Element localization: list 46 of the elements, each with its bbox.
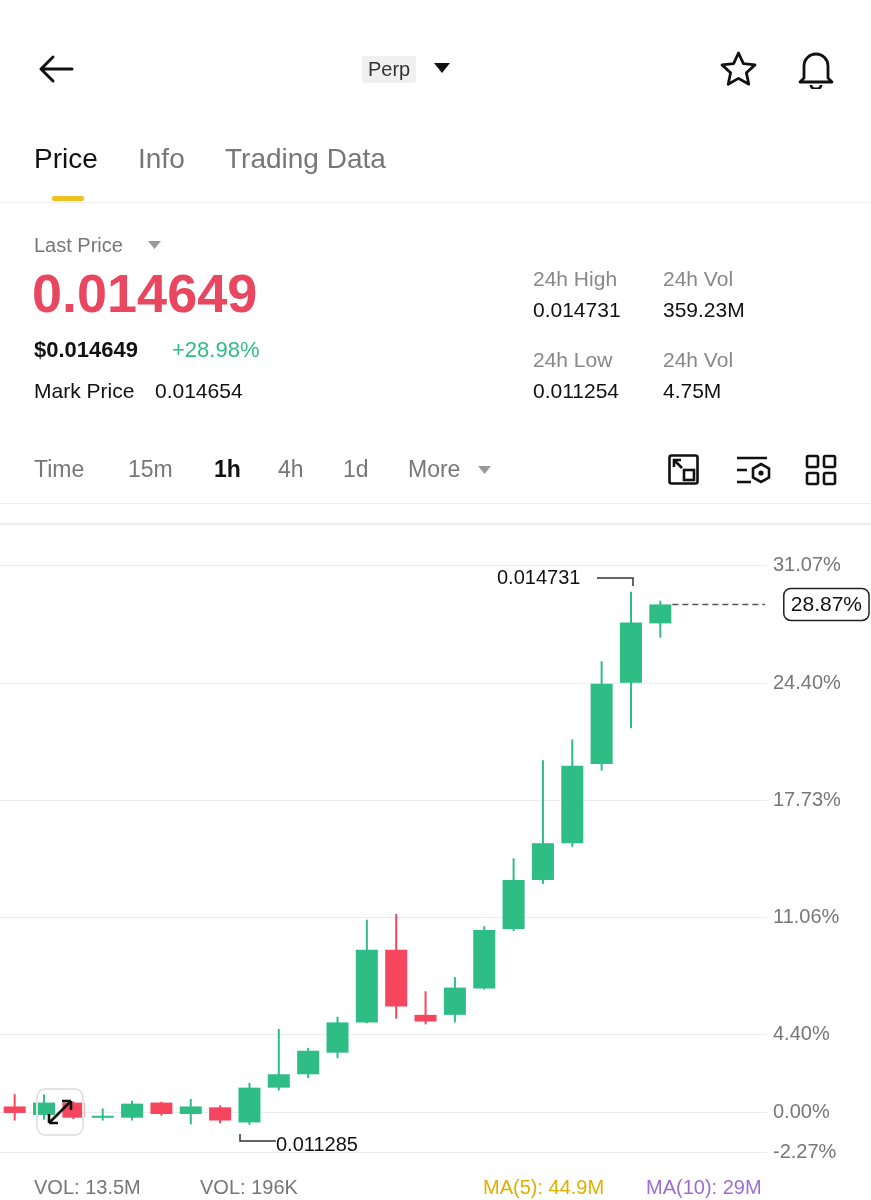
text: Perp bbox=[362, 56, 417, 83]
candlestick bbox=[121, 1099, 144, 1122]
text: More bbox=[408, 456, 461, 483]
y-tick-label: 0.00% bbox=[773, 1099, 830, 1122]
annotation: 0.014731 bbox=[497, 566, 581, 589]
candlestick bbox=[91, 1107, 114, 1122]
y-tick-label: 31.07% bbox=[773, 553, 842, 576]
text: Mark Price bbox=[34, 379, 135, 404]
text: 24h High bbox=[533, 267, 618, 292]
text: MA(10): 29M bbox=[646, 1176, 762, 1199]
y-tick-label: 24.40% bbox=[773, 670, 842, 693]
candlestick bbox=[267, 1028, 290, 1092]
text: 15m bbox=[128, 456, 173, 483]
text: 4.75M bbox=[663, 379, 722, 404]
text: Time bbox=[34, 456, 85, 483]
text: 0.014654 bbox=[155, 379, 243, 404]
ref-line-label: 28.87% bbox=[790, 592, 863, 616]
text: 4h bbox=[278, 456, 304, 483]
candlestick bbox=[414, 990, 437, 1026]
text: 0.014731 bbox=[533, 298, 621, 323]
text: MA(5): 44.9M bbox=[483, 1176, 605, 1199]
y-tick-label: 4.40% bbox=[773, 1022, 830, 1045]
text: VOL: 196K bbox=[200, 1176, 298, 1199]
text: 24h Low bbox=[533, 348, 613, 373]
text: $0.014649 bbox=[34, 337, 138, 363]
text: 0.014649 bbox=[32, 262, 258, 325]
y-tick-label: -2.27% bbox=[773, 1139, 837, 1162]
text: 24h Vol bbox=[663, 267, 734, 292]
candlestick bbox=[297, 1046, 320, 1080]
y-tick-label: 17.73% bbox=[773, 787, 842, 810]
text: +28.98% bbox=[172, 337, 260, 363]
text: VOL: 13.5M bbox=[34, 1176, 141, 1199]
text: 1d bbox=[343, 456, 369, 483]
annotation: 0.011285 bbox=[276, 1133, 358, 1156]
text: 0.011254 bbox=[533, 379, 620, 404]
y-tick-label: 11.06% bbox=[773, 905, 840, 928]
text: 24h Vol bbox=[663, 348, 734, 373]
text: Info bbox=[138, 143, 185, 176]
text: Price bbox=[34, 143, 98, 176]
candlestick bbox=[179, 1097, 202, 1126]
text: Trading Data bbox=[225, 143, 386, 176]
text: 359.23M bbox=[663, 298, 745, 323]
text: 1h bbox=[214, 456, 241, 483]
candlestick bbox=[649, 599, 672, 639]
text: Last Price bbox=[34, 234, 123, 257]
candlestick bbox=[3, 1093, 26, 1122]
